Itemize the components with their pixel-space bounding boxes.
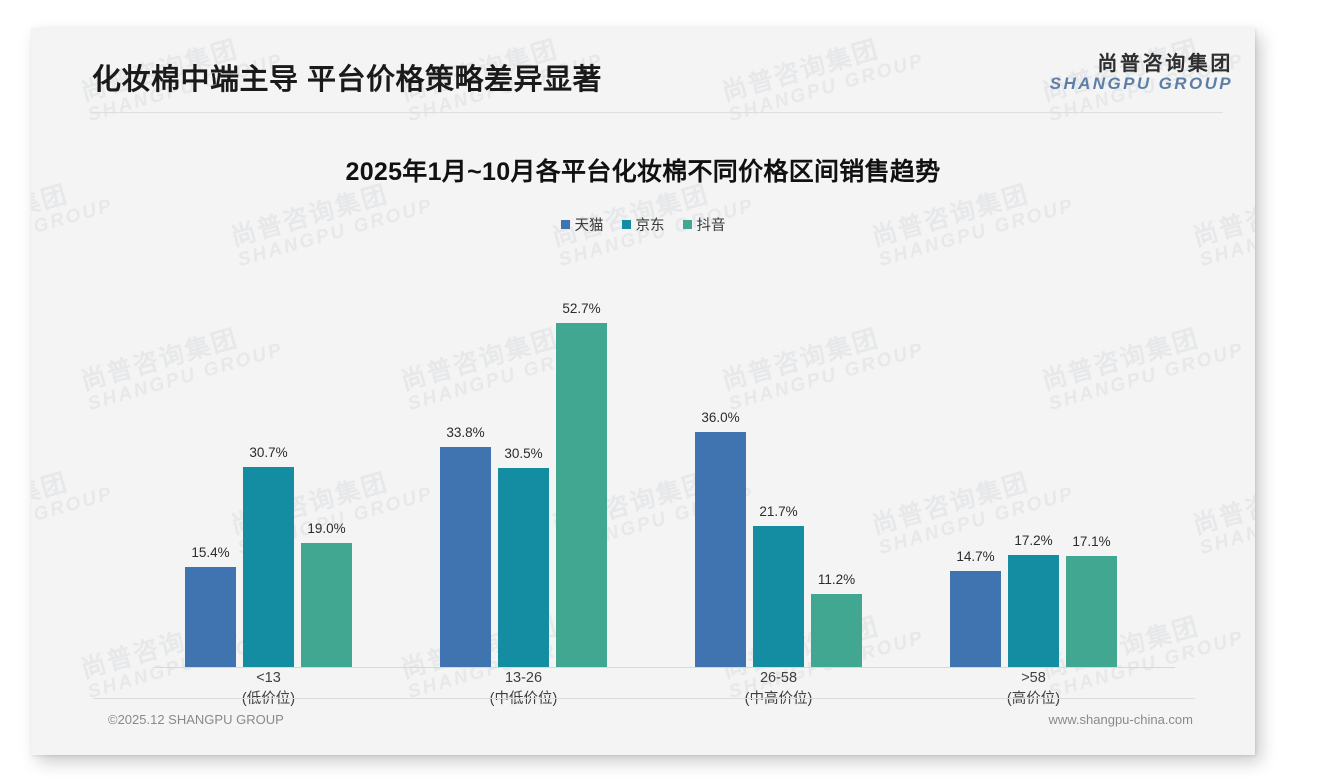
chart-legend: 天猫 京东 抖音 <box>31 214 1255 235</box>
bar-抖音-26-58[interactable]: 11.2% <box>811 572 862 667</box>
chart-title: 2025年1月~10月各平台化妆棉不同价格区间销售趋势 <box>345 158 941 186</box>
bar-天猫-<13[interactable]: 15.4% <box>185 545 236 667</box>
chart-plot-area: 15.4% 30.7% 19.0% 33.8% 30.5% 52.7% 36.0% 21.7%… <box>31 258 1255 668</box>
bar-value-label: 14.7% <box>956 549 995 565</box>
bar-value-label: 15.4% <box>191 544 230 560</box>
x-axis-label-tier: (中高价位) <box>744 691 813 708</box>
bar-天猫-13-26[interactable]: 33.8% <box>440 425 491 667</box>
bar-value-label: 33.8% <box>446 424 485 440</box>
legend-swatch-icon <box>682 220 692 229</box>
legend-label: 抖音 <box>696 218 726 234</box>
footer-copyright: ©2025.12 SHANGPU GROUP <box>108 712 284 727</box>
bar-rect[interactable] <box>243 466 294 667</box>
x-axis-label-range: <13 <box>256 670 281 686</box>
bar-group-26-58: 36.0% 21.7% 11.2% <box>693 410 864 667</box>
x-axis-label-<13: <13 (低价位) <box>242 668 295 710</box>
footer-website: www.shangpu-china.com <box>1048 712 1193 727</box>
bar-抖音-13-26[interactable]: 52.7% <box>556 301 607 667</box>
bar-rect[interactable] <box>556 323 607 667</box>
bar-value-label: 30.7% <box>249 444 288 460</box>
bar-rect[interactable] <box>498 468 549 667</box>
brand-logo: 尚普咨询集团 SHANGPU GROUP <box>1049 53 1233 94</box>
bar-rect[interactable] <box>440 446 491 667</box>
footer-divider <box>93 698 1195 699</box>
bar-rect[interactable] <box>301 543 352 667</box>
legend-label: 京东 <box>635 218 665 234</box>
x-axis-label-range: 13-26 <box>504 670 543 686</box>
bar-value-label: 52.7% <box>562 301 601 317</box>
bar-group-13-26: 33.8% 30.5% 52.7% <box>438 301 609 667</box>
bar-rect[interactable] <box>695 432 746 667</box>
bar-rect[interactable] <box>1008 554 1059 667</box>
bar-京东-26-58[interactable]: 21.7% <box>753 504 804 667</box>
bar-rect[interactable] <box>950 571 1001 667</box>
header-divider <box>91 112 1223 113</box>
legend-swatch-icon <box>560 220 570 229</box>
brand-name-en: SHANGPU GROUP <box>1049 74 1233 94</box>
x-axis-label-13-26: 13-26 (中低价位) <box>490 668 558 710</box>
bar-value-label: 17.1% <box>1072 533 1111 549</box>
bar-value-label: 19.0% <box>307 521 346 537</box>
x-axis-label-range: 26-58 <box>759 670 798 686</box>
legend-item-天猫[interactable]: 天猫 <box>560 214 604 235</box>
x-axis-label-range: >58 <box>1021 670 1046 686</box>
bar-value-label: 30.5% <box>504 446 543 462</box>
bar-value-label: 17.2% <box>1014 532 1053 548</box>
bar-京东-13-26[interactable]: 30.5% <box>498 446 549 667</box>
legend-item-抖音[interactable]: 抖音 <box>682 214 726 235</box>
slide-card: 尚普咨询集团 SHANGPU GROUP 尚普咨询集团 SHANGPU GROUP 尚普… <box>31 28 1255 755</box>
bar-京东-<13[interactable]: 30.7% <box>243 445 294 667</box>
bar-value-label: 21.7% <box>759 503 798 519</box>
legend-label: 天猫 <box>574 218 604 234</box>
bar-value-label: 36.0% <box>701 410 740 426</box>
x-axis-label->58: >58 (高价位) <box>1007 668 1060 710</box>
bar-group-<13: 15.4% 30.7% 19.0% <box>183 445 354 667</box>
brand-name-cn: 尚普咨询集团 <box>1097 53 1233 75</box>
x-axis-line <box>155 667 1175 668</box>
x-axis-label-tier: (高价位) <box>1006 691 1061 708</box>
bar-京东->58[interactable]: 17.2% <box>1008 533 1059 667</box>
slide-header: 化妆棉中端主导 平台价格策略差异显著 尚普咨询集团 SHANGPU GROUP <box>31 28 1255 112</box>
x-axis-label-tier: (低价位) <box>241 691 296 708</box>
bar-rect[interactable] <box>811 593 862 667</box>
page-title: 化妆棉中端主导 平台价格策略差异显著 <box>92 64 603 96</box>
bar-value-label: 11.2% <box>817 571 856 587</box>
legend-item-京东[interactable]: 京东 <box>621 214 665 235</box>
bar-group->58: 14.7% 17.2% 17.1% <box>948 533 1119 667</box>
x-axis-label-tier: (中低价位) <box>489 691 558 708</box>
bar-rect[interactable] <box>1066 555 1117 667</box>
x-axis-label-26-58: 26-58 (中高价位) <box>745 668 813 710</box>
bar-抖音-<13[interactable]: 19.0% <box>301 521 352 667</box>
bar-天猫->58[interactable]: 14.7% <box>950 549 1001 667</box>
bar-rect[interactable] <box>753 525 804 667</box>
legend-swatch-icon <box>621 220 631 229</box>
bar-天猫-26-58[interactable]: 36.0% <box>695 410 746 667</box>
bar-rect[interactable] <box>185 566 236 667</box>
bar-抖音->58[interactable]: 17.1% <box>1066 534 1117 667</box>
